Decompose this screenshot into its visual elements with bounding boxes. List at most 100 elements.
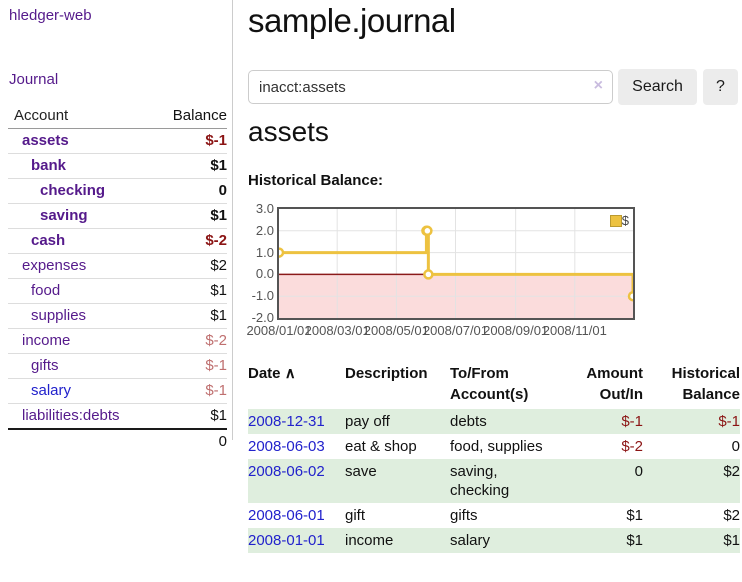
account-balance: $1 xyxy=(155,278,227,304)
transaction-accounts: salary xyxy=(450,532,491,549)
account-link[interactable]: saving xyxy=(40,207,88,224)
register-table: Date ∧ Description To/From Account(s) Am… xyxy=(248,363,740,553)
transaction-date-link[interactable]: 2008-12-31 xyxy=(248,413,325,430)
account-link[interactable]: food xyxy=(31,282,61,299)
account-link[interactable]: bank xyxy=(31,157,67,174)
sidebar-divider xyxy=(232,0,233,440)
transaction-balance: $-1 xyxy=(718,413,740,430)
transaction-date-link[interactable]: 2008-01-01 xyxy=(248,532,325,549)
balance-column-header: Balance xyxy=(155,104,227,129)
chart-legend: $ xyxy=(609,212,629,228)
account-link[interactable]: assets xyxy=(22,132,69,149)
chart-title: Historical Balance: xyxy=(248,172,384,189)
account-balance: $-1 xyxy=(155,378,227,404)
account-tree-table: Account Balance assets $-1 bank $1 check… xyxy=(8,104,227,454)
search-box: × xyxy=(248,70,613,104)
transaction-accounts: debts xyxy=(450,413,487,430)
transaction-amount: $-1 xyxy=(621,413,643,430)
register-header-row: Date ∧ Description To/From Account(s) Am… xyxy=(248,363,740,409)
search-form: × Search ? xyxy=(248,69,742,105)
account-row-salary[interactable]: salary $-1 xyxy=(8,378,227,404)
account-link[interactable]: liabilities:debts xyxy=(22,407,120,424)
account-row-checking[interactable]: checking 0 xyxy=(8,178,227,204)
account-link[interactable]: salary xyxy=(31,382,72,399)
transaction-date-link[interactable]: 2008-06-03 xyxy=(248,438,325,455)
x-axis-tick-label: 2008/07/01 xyxy=(422,323,489,338)
account-balance: $-2 xyxy=(155,328,227,354)
transaction-amount: $1 xyxy=(626,507,643,524)
x-axis-tick-label: 2008/03/01 xyxy=(304,323,370,338)
account-balance: 0 xyxy=(155,178,227,204)
balance-column-header[interactable]: Historical Balance xyxy=(671,365,740,403)
page-title: sample.journal xyxy=(248,2,456,39)
y-axis-tick-label: -2.0 xyxy=(251,310,274,325)
account-column-header: Account xyxy=(8,104,156,129)
account-heading: assets xyxy=(248,116,329,147)
account-balance: $1 xyxy=(155,403,227,429)
account-link[interactable]: supplies xyxy=(31,307,87,324)
chart-plot-area: $ xyxy=(277,207,635,320)
transaction-amount: 0 xyxy=(634,463,643,480)
account-row-expenses[interactable]: expenses $2 xyxy=(8,253,227,279)
transaction-date-link[interactable]: 2008-06-02 xyxy=(248,463,325,480)
transaction-description: pay off xyxy=(345,413,390,430)
account-link[interactable]: expenses xyxy=(22,257,87,274)
clear-search-icon[interactable]: × xyxy=(593,77,603,94)
account-balance: $2 xyxy=(155,253,227,279)
transaction-description: gift xyxy=(345,507,366,524)
y-axis-tick-label: -1.0 xyxy=(251,288,274,304)
transaction-description: income xyxy=(345,532,394,549)
help-button[interactable]: ? xyxy=(703,69,738,105)
register-row: 2008-01-01 income salary $1 $1 xyxy=(248,528,740,553)
app-brand-link[interactable]: hledger-web xyxy=(9,7,92,24)
account-row-cash[interactable]: cash $-2 xyxy=(8,228,227,254)
register-row: 2008-06-03 eat & shop food, supplies $-2… xyxy=(248,434,740,459)
account-row-supplies[interactable]: supplies $1 xyxy=(8,303,227,329)
account-link[interactable]: cash xyxy=(31,232,66,249)
search-button[interactable]: Search xyxy=(618,69,697,105)
date-column-header[interactable]: Date ∧ xyxy=(248,365,296,382)
transaction-description: eat & shop xyxy=(345,438,417,455)
transaction-balance: $2 xyxy=(723,507,740,524)
balance-chart: $ 3.0 2.0 1.0 0.0 -1.0 -2.0 2008/01/01 2008/03/… xyxy=(246,201,742,347)
transaction-balance: $1 xyxy=(723,532,740,549)
y-axis-tick-label: 2.0 xyxy=(255,222,274,238)
search-input[interactable] xyxy=(259,72,584,102)
transaction-accounts: gifts xyxy=(450,507,478,524)
transaction-amount: $1 xyxy=(626,532,643,549)
y-axis-tick-label: 1.0 xyxy=(255,244,274,260)
x-axis-tick-label: 2008/09/01 xyxy=(483,323,549,338)
sidebar: hledger-web Journal Account Balance asse… xyxy=(0,0,232,582)
account-row-saving[interactable]: saving $1 xyxy=(8,203,227,229)
x-axis-tick-label: 2008/11/01 xyxy=(542,323,607,338)
sort-asc-icon: ∧ xyxy=(284,365,296,382)
account-balance: $-1 xyxy=(155,128,227,154)
legend-swatch-icon xyxy=(609,215,622,227)
register-row: 2008-06-01 gift gifts $1 $2 xyxy=(248,503,740,528)
accounts-column-header[interactable]: To/From Account(s) xyxy=(450,365,529,403)
account-row-liabilities-debts[interactable]: liabilities:debts $1 xyxy=(8,403,227,429)
account-row-gifts[interactable]: gifts $-1 xyxy=(8,353,227,379)
transaction-date-link[interactable]: 2008-06-01 xyxy=(248,507,325,524)
amount-column-header[interactable]: Amount Out/In xyxy=(586,365,643,403)
x-axis-tick-label: 2008/05/01 xyxy=(363,323,429,338)
total-balance: 0 xyxy=(155,428,227,454)
main-content: sample.journal × Search ? assets Histori… xyxy=(246,0,742,582)
transaction-balance: $2 xyxy=(723,463,740,480)
account-total-row: 0 xyxy=(8,428,227,454)
description-column-header[interactable]: Description xyxy=(345,365,428,382)
account-link[interactable]: income xyxy=(22,332,71,349)
account-link[interactable]: gifts xyxy=(31,357,59,374)
account-row-food[interactable]: food $1 xyxy=(8,278,227,304)
account-link[interactable]: checking xyxy=(40,182,106,199)
y-axis-tick-label: 0.0 xyxy=(255,266,274,282)
account-tree-header: Account Balance xyxy=(8,104,227,129)
x-axis-tick-label: 2008/01/01 xyxy=(246,323,312,338)
account-balance: $1 xyxy=(155,303,227,329)
account-row-assets[interactable]: assets $-1 xyxy=(8,128,227,154)
account-row-bank[interactable]: bank $1 xyxy=(8,153,227,179)
transaction-accounts: saving, checking xyxy=(450,463,510,499)
transaction-amount: $-2 xyxy=(621,438,643,455)
sidebar-item-journal[interactable]: Journal xyxy=(9,71,59,88)
account-row-income[interactable]: income $-2 xyxy=(8,328,227,354)
